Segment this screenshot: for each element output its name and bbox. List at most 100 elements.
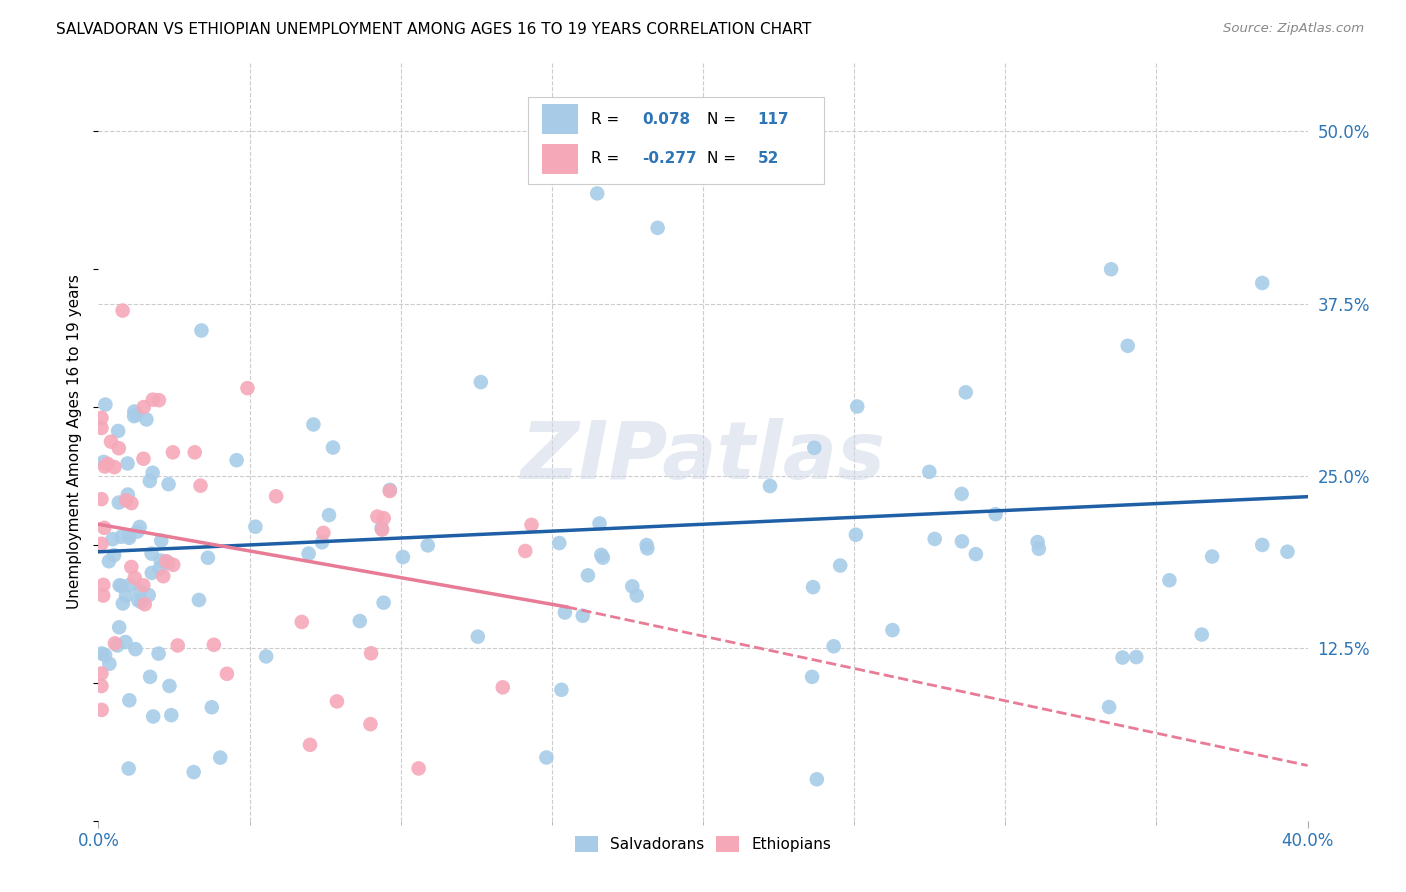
Point xyxy=(129,595,152,609)
Point xyxy=(160,708,183,723)
Point xyxy=(371,523,394,537)
Text: 0.078: 0.078 xyxy=(643,112,690,127)
Point xyxy=(536,750,558,764)
Point xyxy=(90,411,112,425)
Point xyxy=(90,679,112,693)
Point xyxy=(139,474,162,488)
Point xyxy=(548,536,571,550)
Text: 117: 117 xyxy=(758,112,789,127)
Point xyxy=(184,445,207,459)
Point xyxy=(117,529,139,543)
Point xyxy=(94,459,117,474)
Point xyxy=(470,375,492,389)
Point xyxy=(118,531,141,545)
Text: Source: ZipAtlas.com: Source: ZipAtlas.com xyxy=(1223,22,1364,36)
Point xyxy=(326,694,349,708)
Point xyxy=(349,614,371,628)
Point xyxy=(124,404,146,418)
Point xyxy=(806,772,828,787)
Point xyxy=(141,547,163,561)
Point xyxy=(297,547,319,561)
Point xyxy=(117,487,139,501)
Point xyxy=(94,398,117,412)
Point xyxy=(1098,700,1121,714)
Point xyxy=(127,593,149,607)
Point xyxy=(134,597,156,611)
Point xyxy=(111,303,134,318)
Point xyxy=(588,516,610,531)
Point xyxy=(373,596,395,610)
FancyBboxPatch shape xyxy=(543,144,578,174)
Point xyxy=(1159,574,1181,588)
Point xyxy=(132,578,155,592)
Point xyxy=(142,709,165,723)
Point xyxy=(621,579,644,593)
Point xyxy=(378,483,401,498)
Point xyxy=(90,537,112,551)
Point xyxy=(392,549,415,564)
Point xyxy=(148,393,170,408)
Point xyxy=(103,548,125,562)
Point xyxy=(90,647,112,661)
Point xyxy=(201,700,224,714)
Point xyxy=(125,408,148,422)
Point xyxy=(882,623,904,637)
Point xyxy=(209,750,232,764)
Point xyxy=(108,578,131,592)
Text: R =: R = xyxy=(591,112,624,127)
Point xyxy=(1251,538,1274,552)
Point xyxy=(157,477,180,491)
Point xyxy=(373,511,395,525)
Point xyxy=(416,538,439,552)
Point xyxy=(197,550,219,565)
Point xyxy=(647,220,669,235)
Point xyxy=(312,525,335,540)
Point xyxy=(97,457,120,471)
Point xyxy=(148,562,170,576)
Point xyxy=(366,509,388,524)
Point xyxy=(157,556,180,570)
Point xyxy=(162,445,184,459)
Point xyxy=(138,588,160,602)
Point xyxy=(823,640,845,654)
Point xyxy=(117,457,139,471)
Point xyxy=(299,738,322,752)
Point xyxy=(118,762,141,776)
Point xyxy=(94,648,117,662)
Point xyxy=(187,593,209,607)
Point xyxy=(150,533,173,548)
Point xyxy=(166,639,188,653)
Point xyxy=(100,434,122,449)
Point xyxy=(190,323,212,337)
Point xyxy=(132,451,155,466)
Point xyxy=(492,681,515,695)
Point xyxy=(159,679,181,693)
Point xyxy=(984,507,1007,521)
Text: N =: N = xyxy=(707,152,741,166)
Point xyxy=(118,578,141,592)
Point xyxy=(148,647,170,661)
Point xyxy=(118,693,141,707)
Point xyxy=(114,635,136,649)
Point xyxy=(107,495,129,509)
Point xyxy=(124,571,146,585)
Point xyxy=(950,487,973,501)
Point xyxy=(236,381,259,395)
Point xyxy=(149,553,172,567)
Point xyxy=(93,455,115,469)
Point xyxy=(408,761,430,775)
Point xyxy=(115,589,138,603)
Point xyxy=(370,521,392,535)
Text: -0.277: -0.277 xyxy=(643,152,697,166)
Point xyxy=(924,532,946,546)
Point xyxy=(225,453,247,467)
Point xyxy=(846,400,869,414)
Point xyxy=(152,569,174,583)
Point xyxy=(142,392,165,407)
Point xyxy=(1125,650,1147,665)
Point xyxy=(576,568,599,582)
Point xyxy=(245,519,267,533)
Point xyxy=(592,550,614,565)
Point xyxy=(139,670,162,684)
Point xyxy=(360,646,382,660)
